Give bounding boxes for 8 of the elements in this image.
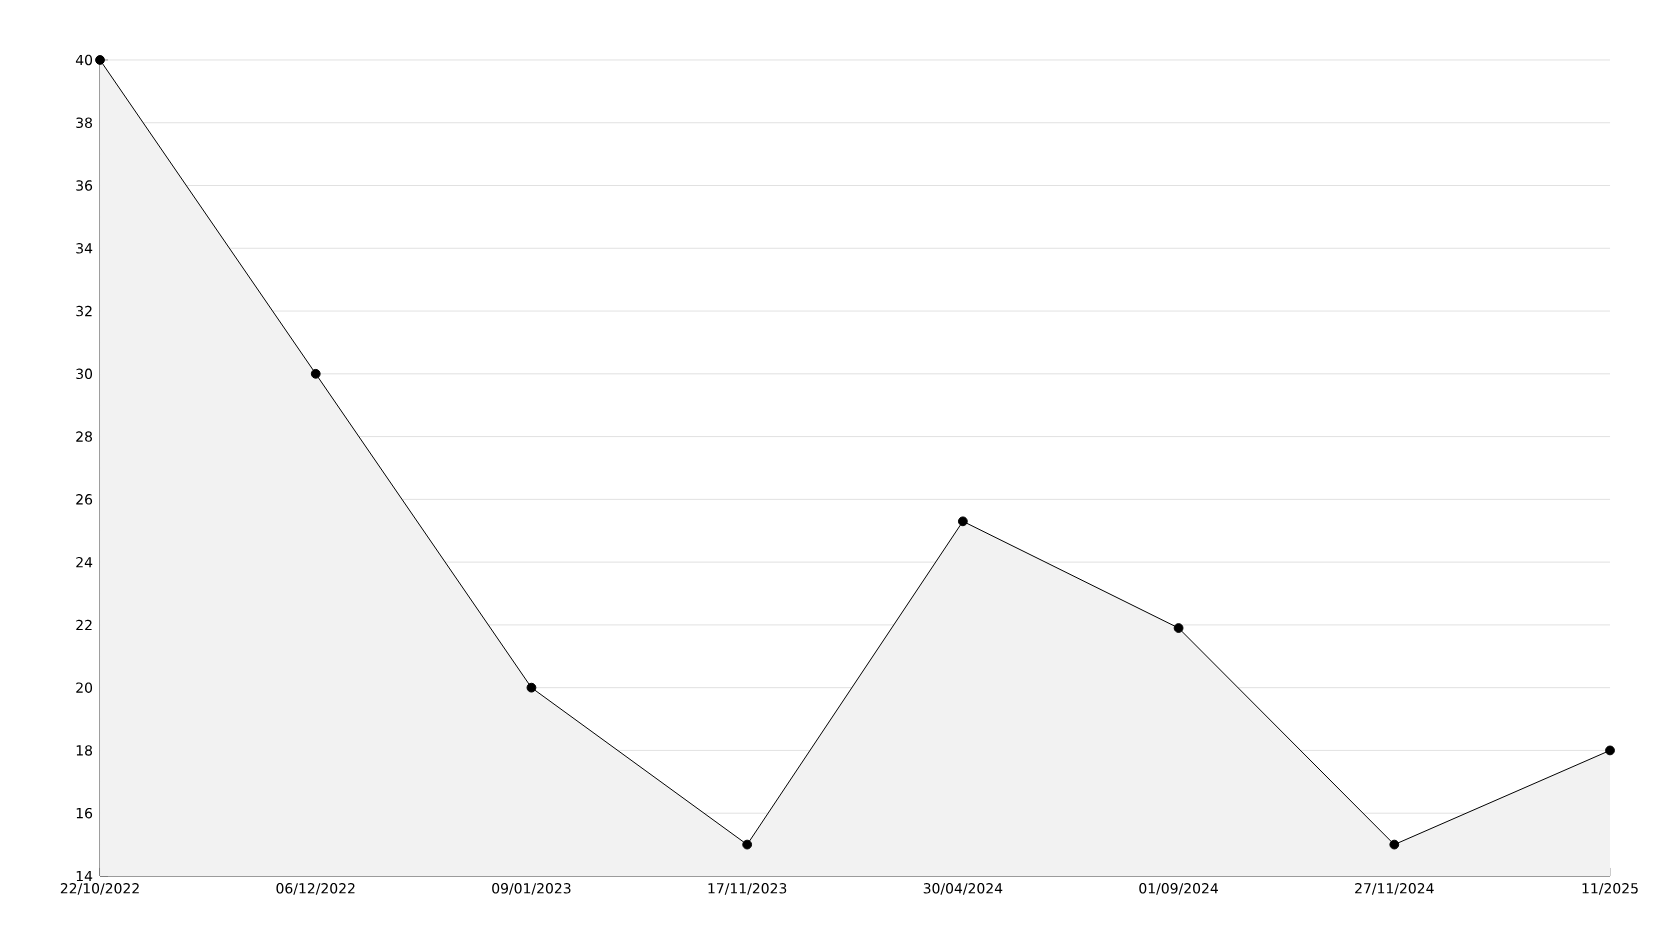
point [1605,745,1615,756]
point [1389,839,1400,850]
point [310,368,321,379]
point [742,839,753,850]
point [957,516,968,527]
point [95,55,105,65]
point [526,682,537,693]
point [1173,623,1184,633]
